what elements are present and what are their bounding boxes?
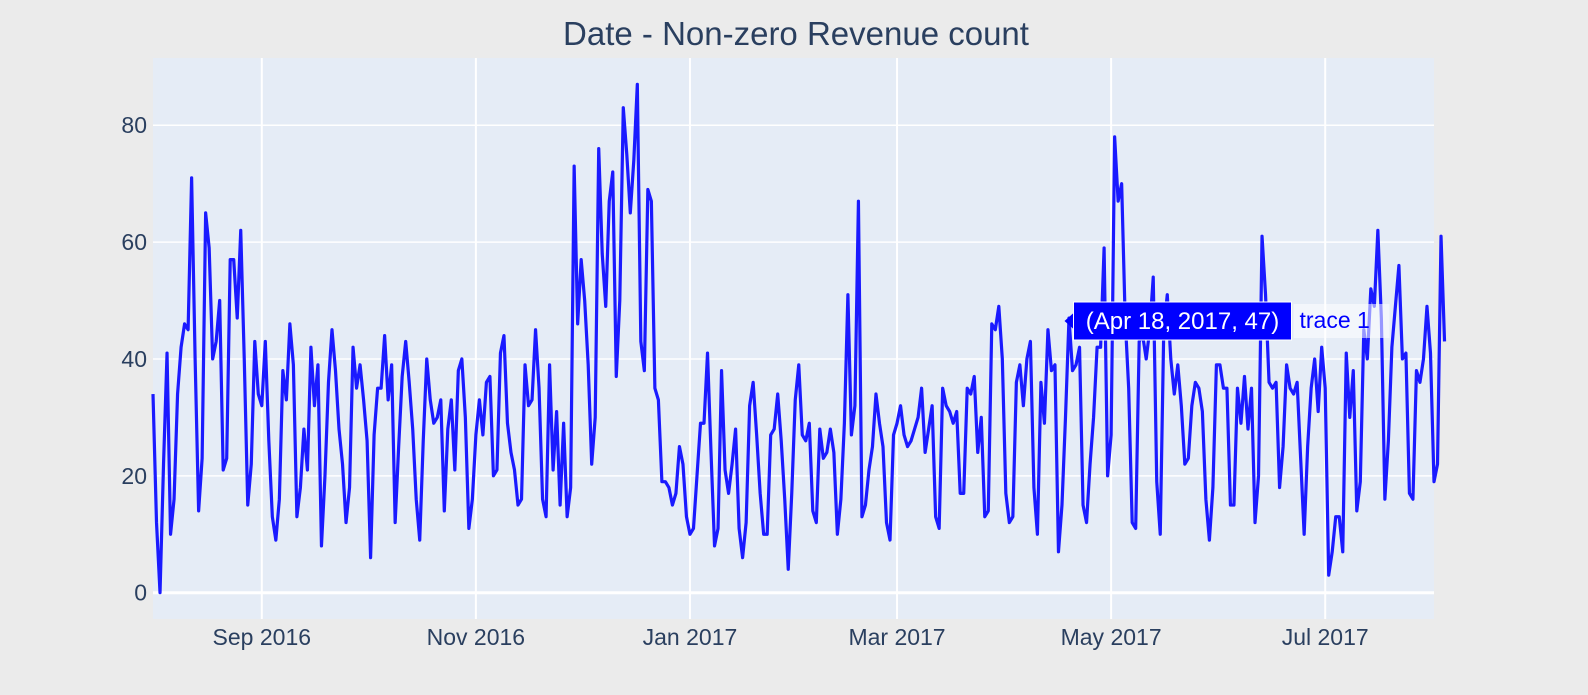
x-tick-label: Jul 2017 bbox=[1282, 624, 1369, 650]
x-tick-label: May 2017 bbox=[1061, 624, 1162, 650]
axis-tick-labels: 0 20 40 60 80 Sep 2016 Nov 2016 Jan 2017 Mar 201… bbox=[121, 112, 1368, 650]
y-tick-label: 80 bbox=[121, 112, 147, 138]
x-tick-label: Sep 2016 bbox=[213, 624, 311, 650]
y-tick-label: 60 bbox=[121, 229, 147, 255]
hover-trace-bg bbox=[1293, 304, 1390, 338]
grid-lines bbox=[153, 58, 1434, 619]
hover-tooltip: (Apr 18, 2017, 47) trace 1 bbox=[1064, 301, 1390, 341]
y-tick-label: 20 bbox=[121, 463, 147, 489]
hover-pointer bbox=[1064, 313, 1074, 329]
chart-title: Date - Non-zero Revenue count bbox=[563, 15, 1029, 52]
x-tick-label: Jan 2017 bbox=[643, 624, 738, 650]
hover-box bbox=[1072, 301, 1292, 341]
x-tick-label: Nov 2016 bbox=[427, 624, 525, 650]
series-layer bbox=[151, 82, 1447, 595]
hover-trace-name: trace 1 bbox=[1299, 307, 1369, 333]
hover-text: (Apr 18, 2017, 47) bbox=[1086, 308, 1279, 335]
y-tick-label: 40 bbox=[121, 346, 147, 372]
x-tick-label: Mar 2017 bbox=[848, 624, 945, 650]
y-tick-label: 0 bbox=[134, 580, 147, 606]
series-line bbox=[151, 82, 1447, 595]
